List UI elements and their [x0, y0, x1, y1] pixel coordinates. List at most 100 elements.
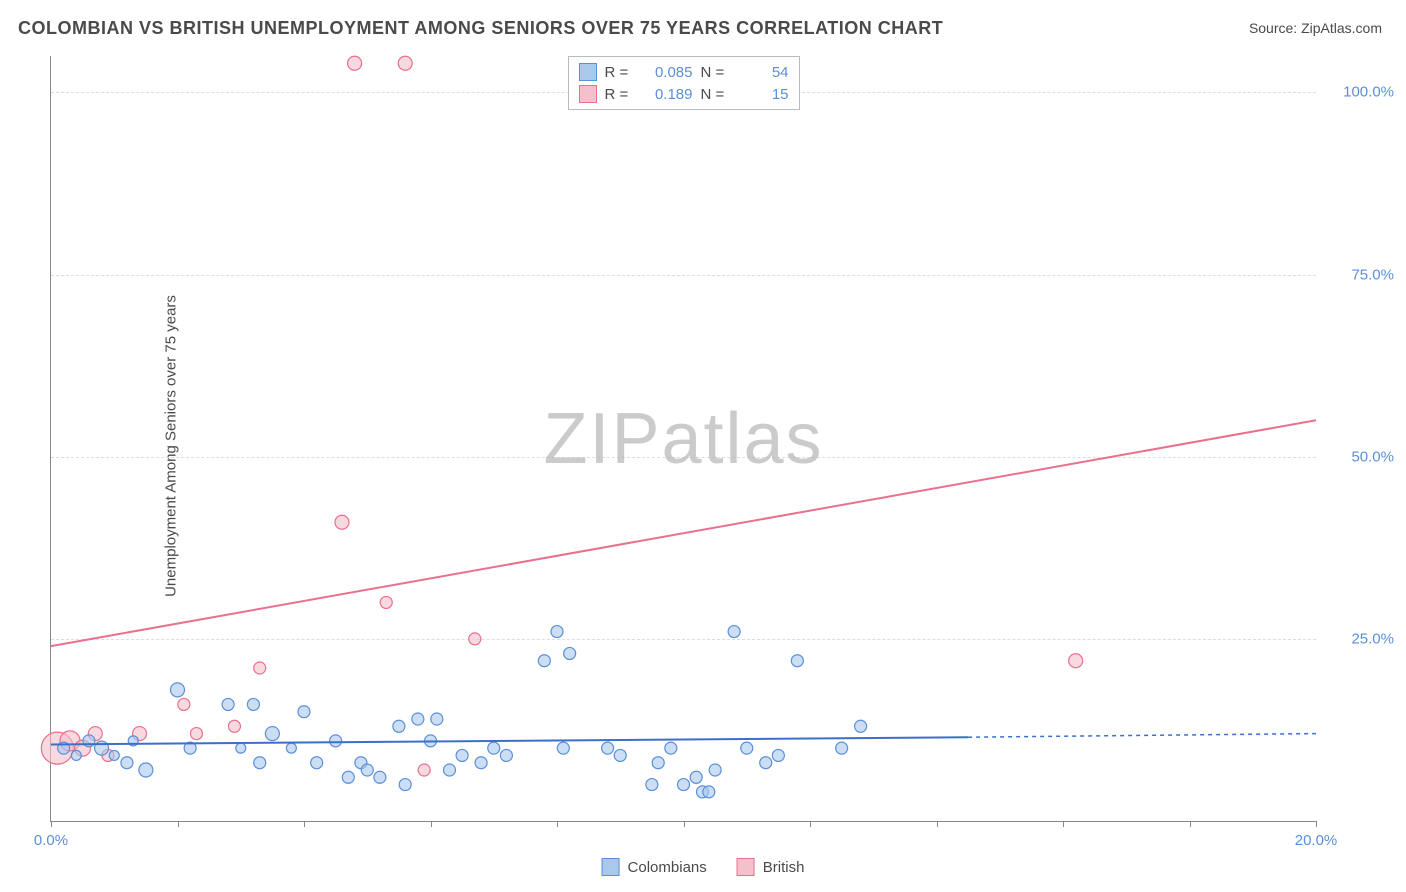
colombians-point	[791, 655, 803, 667]
x-tick	[1190, 821, 1191, 827]
colombians-trend-line	[51, 737, 968, 744]
x-tick-label: 20.0%	[1295, 832, 1338, 849]
legend-swatch-icon	[602, 858, 620, 876]
british-point	[228, 720, 240, 732]
colombians-point	[342, 771, 354, 783]
n-label: N =	[701, 64, 731, 81]
colombians-point	[431, 713, 443, 725]
british-point	[335, 515, 349, 529]
colombians-point	[265, 727, 279, 741]
british-point	[190, 728, 202, 740]
legend-label: British	[763, 859, 805, 876]
british-point	[469, 633, 481, 645]
series-legend: Colombians British	[602, 858, 805, 876]
r-label: R =	[605, 86, 635, 103]
british-point	[254, 662, 266, 674]
colombians-point	[393, 720, 405, 732]
colombians-point	[139, 763, 153, 777]
legend-row-colombians: R = 0.085 N = 54	[579, 61, 789, 83]
colombians-point	[171, 683, 185, 697]
colombians-point	[286, 743, 296, 753]
colombians-point	[330, 735, 342, 747]
legend-swatch-icon	[579, 85, 597, 103]
correlation-legend: R = 0.085 N = 54 R = 0.189 N = 15	[568, 56, 800, 110]
colombians-trend-extension	[968, 734, 1316, 738]
y-tick-label: 50.0%	[1351, 448, 1394, 465]
n-value: 54	[739, 64, 789, 81]
n-value: 15	[739, 86, 789, 103]
n-label: N =	[701, 86, 731, 103]
x-tick	[51, 821, 52, 827]
colombians-point	[456, 749, 468, 761]
x-tick-label: 0.0%	[34, 832, 68, 849]
x-tick	[1063, 821, 1064, 827]
colombians-point	[602, 742, 614, 754]
plot-area: ZIPatlas R = 0.085 N = 54 R = 0.189 N = …	[50, 56, 1316, 822]
british-point	[178, 698, 190, 710]
legend-label: Colombians	[628, 859, 707, 876]
colombians-point	[361, 764, 373, 776]
british-point	[1069, 654, 1083, 668]
chart-container: COLOMBIAN VS BRITISH UNEMPLOYMENT AMONG …	[0, 0, 1406, 892]
colombians-point	[399, 779, 411, 791]
colombians-point	[690, 771, 702, 783]
british-point	[398, 56, 412, 70]
r-label: R =	[605, 64, 635, 81]
colombians-point	[646, 779, 658, 791]
x-tick	[557, 821, 558, 827]
x-tick	[937, 821, 938, 827]
colombians-point	[247, 698, 259, 710]
colombians-point	[475, 757, 487, 769]
colombians-point	[760, 757, 772, 769]
colombians-point	[557, 742, 569, 754]
colombians-point	[443, 764, 455, 776]
british-point	[418, 764, 430, 776]
colombians-point	[836, 742, 848, 754]
british-trend-line	[51, 420, 1316, 646]
colombians-point	[500, 749, 512, 761]
colombians-point	[703, 786, 715, 798]
colombians-point	[311, 757, 323, 769]
colombians-point	[551, 626, 563, 638]
colombians-point	[709, 764, 721, 776]
colombians-point	[254, 757, 266, 769]
british-point	[348, 56, 362, 70]
colombians-point	[222, 698, 234, 710]
y-tick-label: 100.0%	[1343, 84, 1394, 101]
colombians-point	[109, 750, 119, 760]
colombians-point	[374, 771, 386, 783]
legend-swatch-icon	[579, 63, 597, 81]
legend-item-colombians: Colombians	[602, 858, 707, 876]
x-tick	[304, 821, 305, 827]
plot-svg	[51, 56, 1316, 821]
colombians-point	[538, 655, 550, 667]
y-tick-label: 25.0%	[1351, 630, 1394, 647]
colombians-point	[855, 720, 867, 732]
colombians-point	[121, 757, 133, 769]
colombians-point	[665, 742, 677, 754]
chart-title: COLOMBIAN VS BRITISH UNEMPLOYMENT AMONG …	[18, 18, 943, 39]
r-value: 0.085	[643, 64, 693, 81]
x-tick	[1316, 821, 1317, 827]
legend-item-british: British	[737, 858, 805, 876]
colombians-point	[71, 750, 81, 760]
colombians-point	[741, 742, 753, 754]
source-label: Source: ZipAtlas.com	[1249, 20, 1382, 36]
colombians-point	[772, 749, 784, 761]
r-value: 0.189	[643, 86, 693, 103]
x-tick	[684, 821, 685, 827]
colombians-point	[298, 706, 310, 718]
colombians-point	[614, 749, 626, 761]
colombians-point	[488, 742, 500, 754]
colombians-point	[412, 713, 424, 725]
legend-row-british: R = 0.189 N = 15	[579, 83, 789, 105]
colombians-point	[728, 626, 740, 638]
x-tick	[178, 821, 179, 827]
x-tick	[810, 821, 811, 827]
x-tick	[431, 821, 432, 827]
colombians-point	[564, 647, 576, 659]
british-point	[380, 596, 392, 608]
colombians-point	[678, 779, 690, 791]
y-tick-label: 75.0%	[1351, 266, 1394, 283]
legend-swatch-icon	[737, 858, 755, 876]
